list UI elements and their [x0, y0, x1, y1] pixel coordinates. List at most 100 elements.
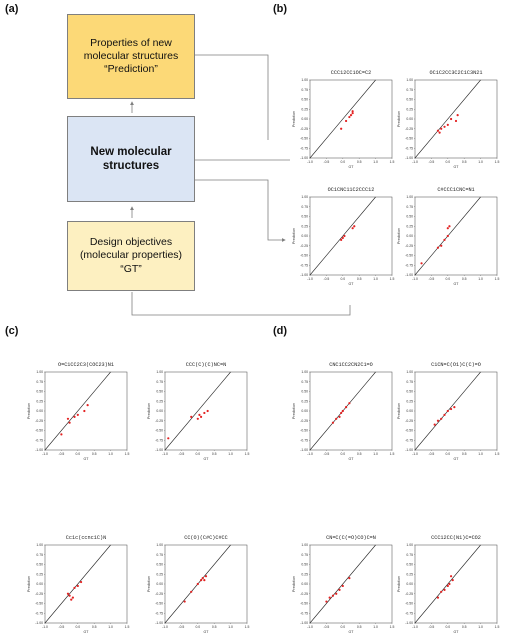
- data-point: [436, 129, 440, 132]
- x-tick-label: -0.5: [428, 277, 434, 281]
- y-tick-label: 1.00: [301, 195, 308, 199]
- y-tick-label: 0.50: [156, 563, 163, 567]
- x-tick-label: 1.5: [495, 452, 500, 456]
- y-tick-label: -0.25: [405, 127, 413, 131]
- smiles-label: CN=C(C(=O)CO)C=N: [326, 535, 376, 541]
- data-point: [76, 413, 79, 416]
- y-tick-label: 1.00: [406, 543, 413, 547]
- y-tick-label: -0.75: [405, 438, 413, 442]
- data-point: [446, 123, 449, 126]
- y-tick-label: -1.00: [300, 273, 308, 277]
- y-tick-label: 0.75: [36, 380, 43, 384]
- data-point: [198, 413, 201, 416]
- data-point: [351, 110, 354, 113]
- y-tick-label: 0.25: [36, 399, 43, 403]
- scatter-chart-9: CNC1CC2CN2C1=O 1.00 0.75 0.50 0.25 0.00 -0.25 -…: [292, 362, 394, 461]
- prediction-box: Properties of new molecular structures “…: [67, 14, 195, 99]
- y-tick-label: 0.75: [301, 88, 308, 92]
- smiles-label: OC1C2CC3C2C1C3N21: [430, 70, 483, 76]
- y-tick-label: 0.25: [406, 224, 413, 228]
- y-tick-label: 0.50: [301, 98, 308, 102]
- x-tick-label: -1.0: [412, 452, 418, 456]
- data-point: [351, 227, 354, 230]
- scatter-chart-11: CN=C(C(=O)CO)C=N 1.00 0.75 0.50 0.25 0.00 -0.2…: [292, 535, 394, 634]
- y-tick-label: 1.00: [156, 370, 163, 374]
- data-point: [71, 596, 74, 599]
- y-tick-label: 1.00: [301, 370, 308, 374]
- y-tick-label: 0.75: [406, 380, 413, 384]
- y-tick-label: -0.75: [405, 146, 413, 150]
- data-point: [190, 590, 193, 593]
- data-point: [76, 584, 79, 588]
- y-tick-label: -1.00: [35, 621, 43, 625]
- data-point: [453, 406, 456, 409]
- data-point: [66, 417, 70, 420]
- y-tick-label: 0.00: [36, 409, 43, 413]
- x-tick-label: 1.5: [495, 625, 500, 629]
- data-point: [443, 413, 446, 416]
- smiles-label: CNC1CC2CN2C1=O: [329, 362, 373, 368]
- data-point: [203, 579, 206, 582]
- scatter-chart-10: C1CN=C(O1)C(C)=O 1.00 0.75 0.50 0.25 0.00 -0.2…: [397, 362, 499, 461]
- smiles-label: C#CCC1CNC=N1: [437, 187, 474, 193]
- x-axis-label: GT: [84, 457, 90, 461]
- y-tick-label: -0.75: [300, 146, 308, 150]
- data-point: [338, 415, 341, 418]
- y-tick-label: -0.50: [300, 137, 308, 141]
- y-tick-label: 0.00: [301, 409, 308, 413]
- y-tick-label: 0.00: [406, 234, 413, 238]
- x-tick-label: -0.5: [428, 160, 434, 164]
- y-tick-label: -0.50: [405, 602, 413, 606]
- x-tick-label: 1.0: [373, 160, 378, 164]
- y-axis-label: Prediction: [292, 576, 296, 592]
- y-tick-label: -0.25: [405, 419, 413, 423]
- data-point: [448, 582, 451, 586]
- data-point: [449, 407, 453, 411]
- x-tick-label: 1.5: [125, 625, 130, 629]
- x-tick-label: -0.5: [58, 625, 64, 629]
- plot-frame: [309, 196, 393, 276]
- x-tick-label: 1.0: [228, 625, 233, 629]
- x-tick-label: 0.5: [462, 277, 467, 281]
- y-tick-label: -1.00: [300, 621, 308, 625]
- data-point: [443, 125, 446, 128]
- y-tick-label: -0.50: [405, 429, 413, 433]
- data-point: [196, 582, 199, 586]
- x-axis-label: GT: [84, 630, 90, 634]
- flow-connectors: [130, 54, 351, 316]
- x-tick-label: 1.0: [478, 452, 483, 456]
- y-tick-label: -0.75: [300, 611, 308, 615]
- y-tick-label: -0.25: [155, 419, 163, 423]
- data-point: [348, 577, 351, 580]
- data-point: [344, 119, 348, 123]
- x-axis-label: GT: [454, 630, 460, 634]
- y-axis-label: Prediction: [27, 403, 31, 419]
- x-axis-label: GT: [204, 630, 210, 634]
- data-point: [204, 575, 208, 578]
- y-axis-label: Prediction: [27, 576, 31, 592]
- y-tick-label: -0.50: [155, 602, 163, 606]
- y-tick-label: -1.00: [155, 448, 163, 452]
- scatter-chart-8: CC(O)(C#C)C#CC 1.00 0.75 0.50 0.25 0.00 -0.25 -…: [147, 535, 249, 634]
- scatter-chart-2: OC1C2CC3C2C1C3N21 1.00 0.75 0.50 0.25 0.00 -0.…: [397, 70, 499, 169]
- x-tick-label: -1.0: [162, 625, 168, 629]
- y-tick-label: -0.75: [300, 263, 308, 267]
- x-axis-label: GT: [349, 282, 355, 286]
- panel-label-c: (c): [5, 325, 19, 337]
- data-point: [449, 117, 453, 121]
- x-axis-label: GT: [349, 165, 355, 169]
- y-tick-label: -0.50: [35, 429, 43, 433]
- x-tick-label: -0.5: [428, 625, 434, 629]
- data-point: [335, 417, 338, 420]
- reference-line: [164, 371, 231, 451]
- data-point: [70, 598, 73, 601]
- plot-frame: [414, 371, 498, 451]
- y-tick-label: -0.75: [405, 263, 413, 267]
- y-tick-label: 0.75: [406, 205, 413, 209]
- plot-frame: [44, 371, 128, 451]
- data-point: [73, 415, 76, 418]
- scatter-charts: CCC12CC1OC=C2 1.00 0.75 0.50 0.25 0.00 -0.25 -0…: [27, 70, 499, 634]
- data-point: [351, 112, 354, 115]
- x-tick-label: 1.5: [390, 277, 395, 281]
- y-tick-label: 0.50: [301, 215, 308, 219]
